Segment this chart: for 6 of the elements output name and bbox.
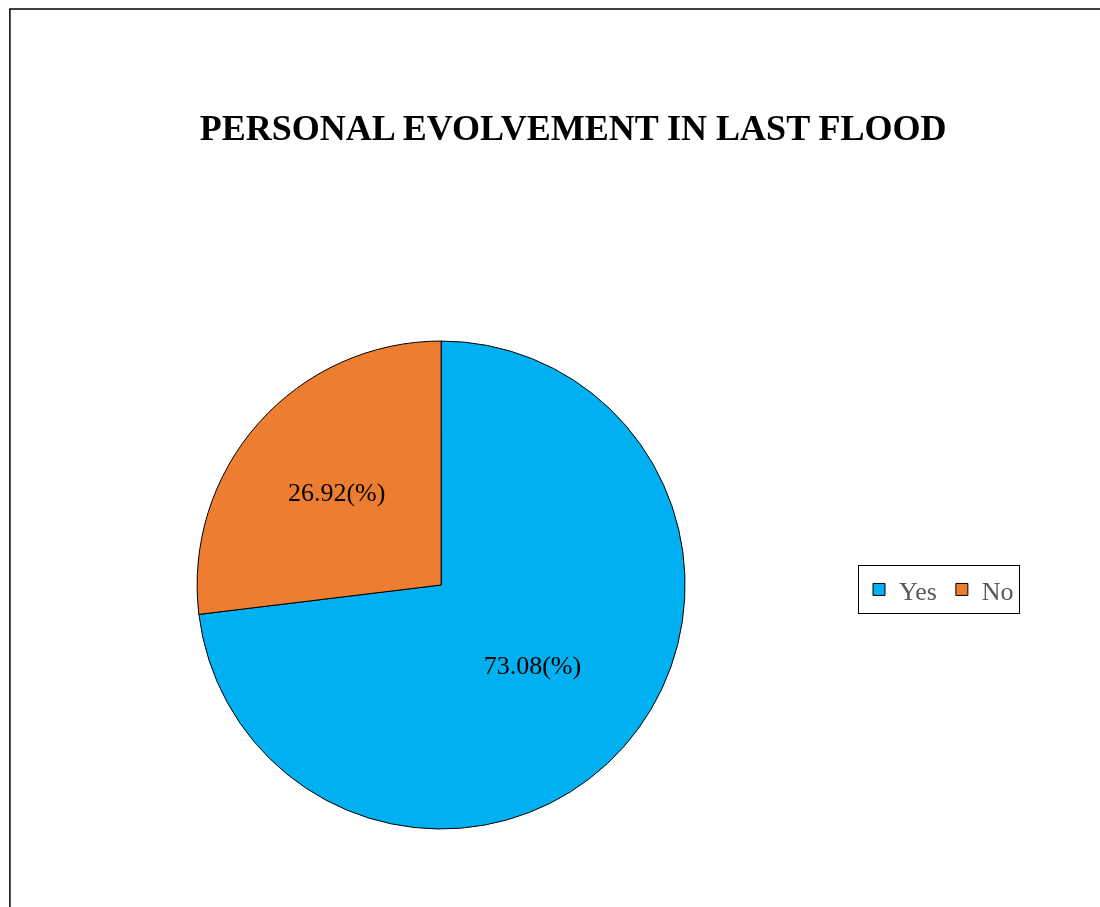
pie-slice — [198, 340, 686, 830]
legend-label: Yes — [899, 576, 937, 606]
chart-title: PERSONAL EVOLVEMENT IN LAST FLOOD — [199, 107, 947, 148]
legend-label: No — [981, 576, 1014, 606]
data-label: 26.92(%) — [287, 477, 386, 507]
data-label: 73.08(%) — [483, 651, 582, 681]
